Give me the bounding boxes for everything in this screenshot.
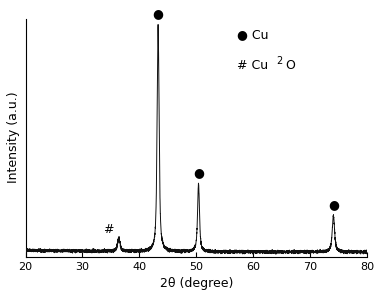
Text: #: # [103,223,114,236]
Text: ● Cu: ● Cu [237,28,269,41]
Text: 2: 2 [277,56,283,66]
Text: ●: ● [193,166,204,179]
X-axis label: 2θ (degree): 2θ (degree) [160,277,233,290]
Y-axis label: Intensity (a.u.): Intensity (a.u.) [7,92,20,184]
Text: ●: ● [328,198,339,211]
Text: O: O [285,59,295,72]
Text: ●: ● [153,7,163,20]
Text: # Cu: # Cu [237,59,268,72]
